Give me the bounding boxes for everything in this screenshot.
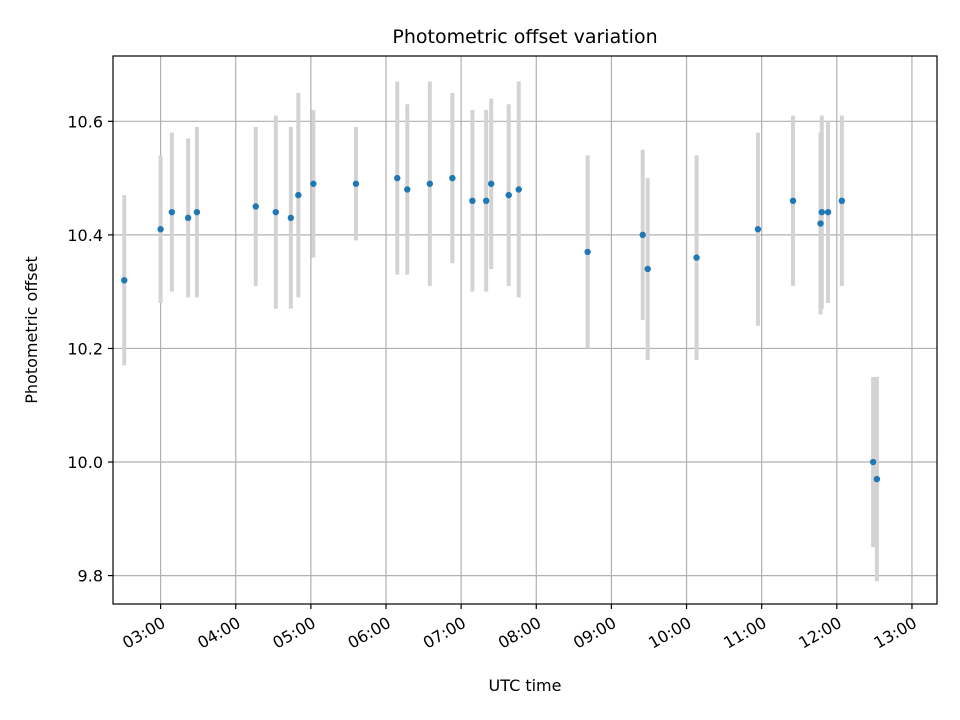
data-point [404,186,411,193]
data-point [754,226,762,233]
data-point [515,186,522,193]
data-point [295,191,302,199]
errorbars [122,81,879,582]
data-point [352,180,360,187]
data-point [869,458,877,466]
y-axis-label: Photometric offset [22,256,41,404]
x-axis-label: UTC time [489,676,562,695]
x-tick-label: 07:00 [420,613,469,653]
x-tick-label: 06:00 [345,613,394,653]
data-point [469,197,476,205]
data-point [121,277,128,284]
data-point [310,180,317,187]
data-point [639,231,646,239]
x-axis: 03:00 04:00 05:00 06:00 07:00 08:00 09:00 10:00… [119,604,920,653]
data-point [505,191,512,199]
data-point [838,197,846,205]
data-point [449,174,456,182]
data-point [789,197,797,205]
chart-title: Photometric offset variation [392,26,657,48]
x-tick-label: 03:00 [119,613,168,653]
x-tick-label: 05:00 [269,613,318,653]
data-point [817,220,824,227]
grid [113,56,937,604]
y-tick-label: 9.8 [78,567,103,586]
data-point [426,180,434,187]
data-point [824,208,832,216]
data-point [873,475,881,483]
data-point [644,265,651,273]
x-tick-label: 12:00 [795,613,844,653]
data-point [252,203,259,210]
y-tick-label: 10.6 [67,112,103,131]
x-tick-label: 11:00 [720,613,769,653]
data-point [693,254,700,261]
data-points [121,174,881,483]
y-tick-label: 10.4 [67,226,103,245]
data-point [287,214,295,222]
data-point [157,226,164,233]
data-point [184,214,192,222]
data-point [818,208,825,216]
data-point [487,180,495,187]
data-point [482,197,490,205]
x-tick-label: 04:00 [194,613,243,653]
x-tick-label: 08:00 [495,613,544,653]
data-point [584,248,591,256]
y-tick-label: 10.0 [67,453,103,472]
x-tick-label: 10:00 [645,613,694,653]
y-axis: 9.8 10.0 10.2 10.4 10.6 [67,112,113,586]
data-point [272,208,279,216]
data-point [193,208,201,216]
x-tick-label: 13:00 [871,613,920,653]
data-point [168,208,176,216]
data-point [394,174,401,182]
x-tick-label: 09:00 [570,613,619,653]
y-tick-label: 10.2 [67,339,103,358]
plot-frame [112,55,938,605]
